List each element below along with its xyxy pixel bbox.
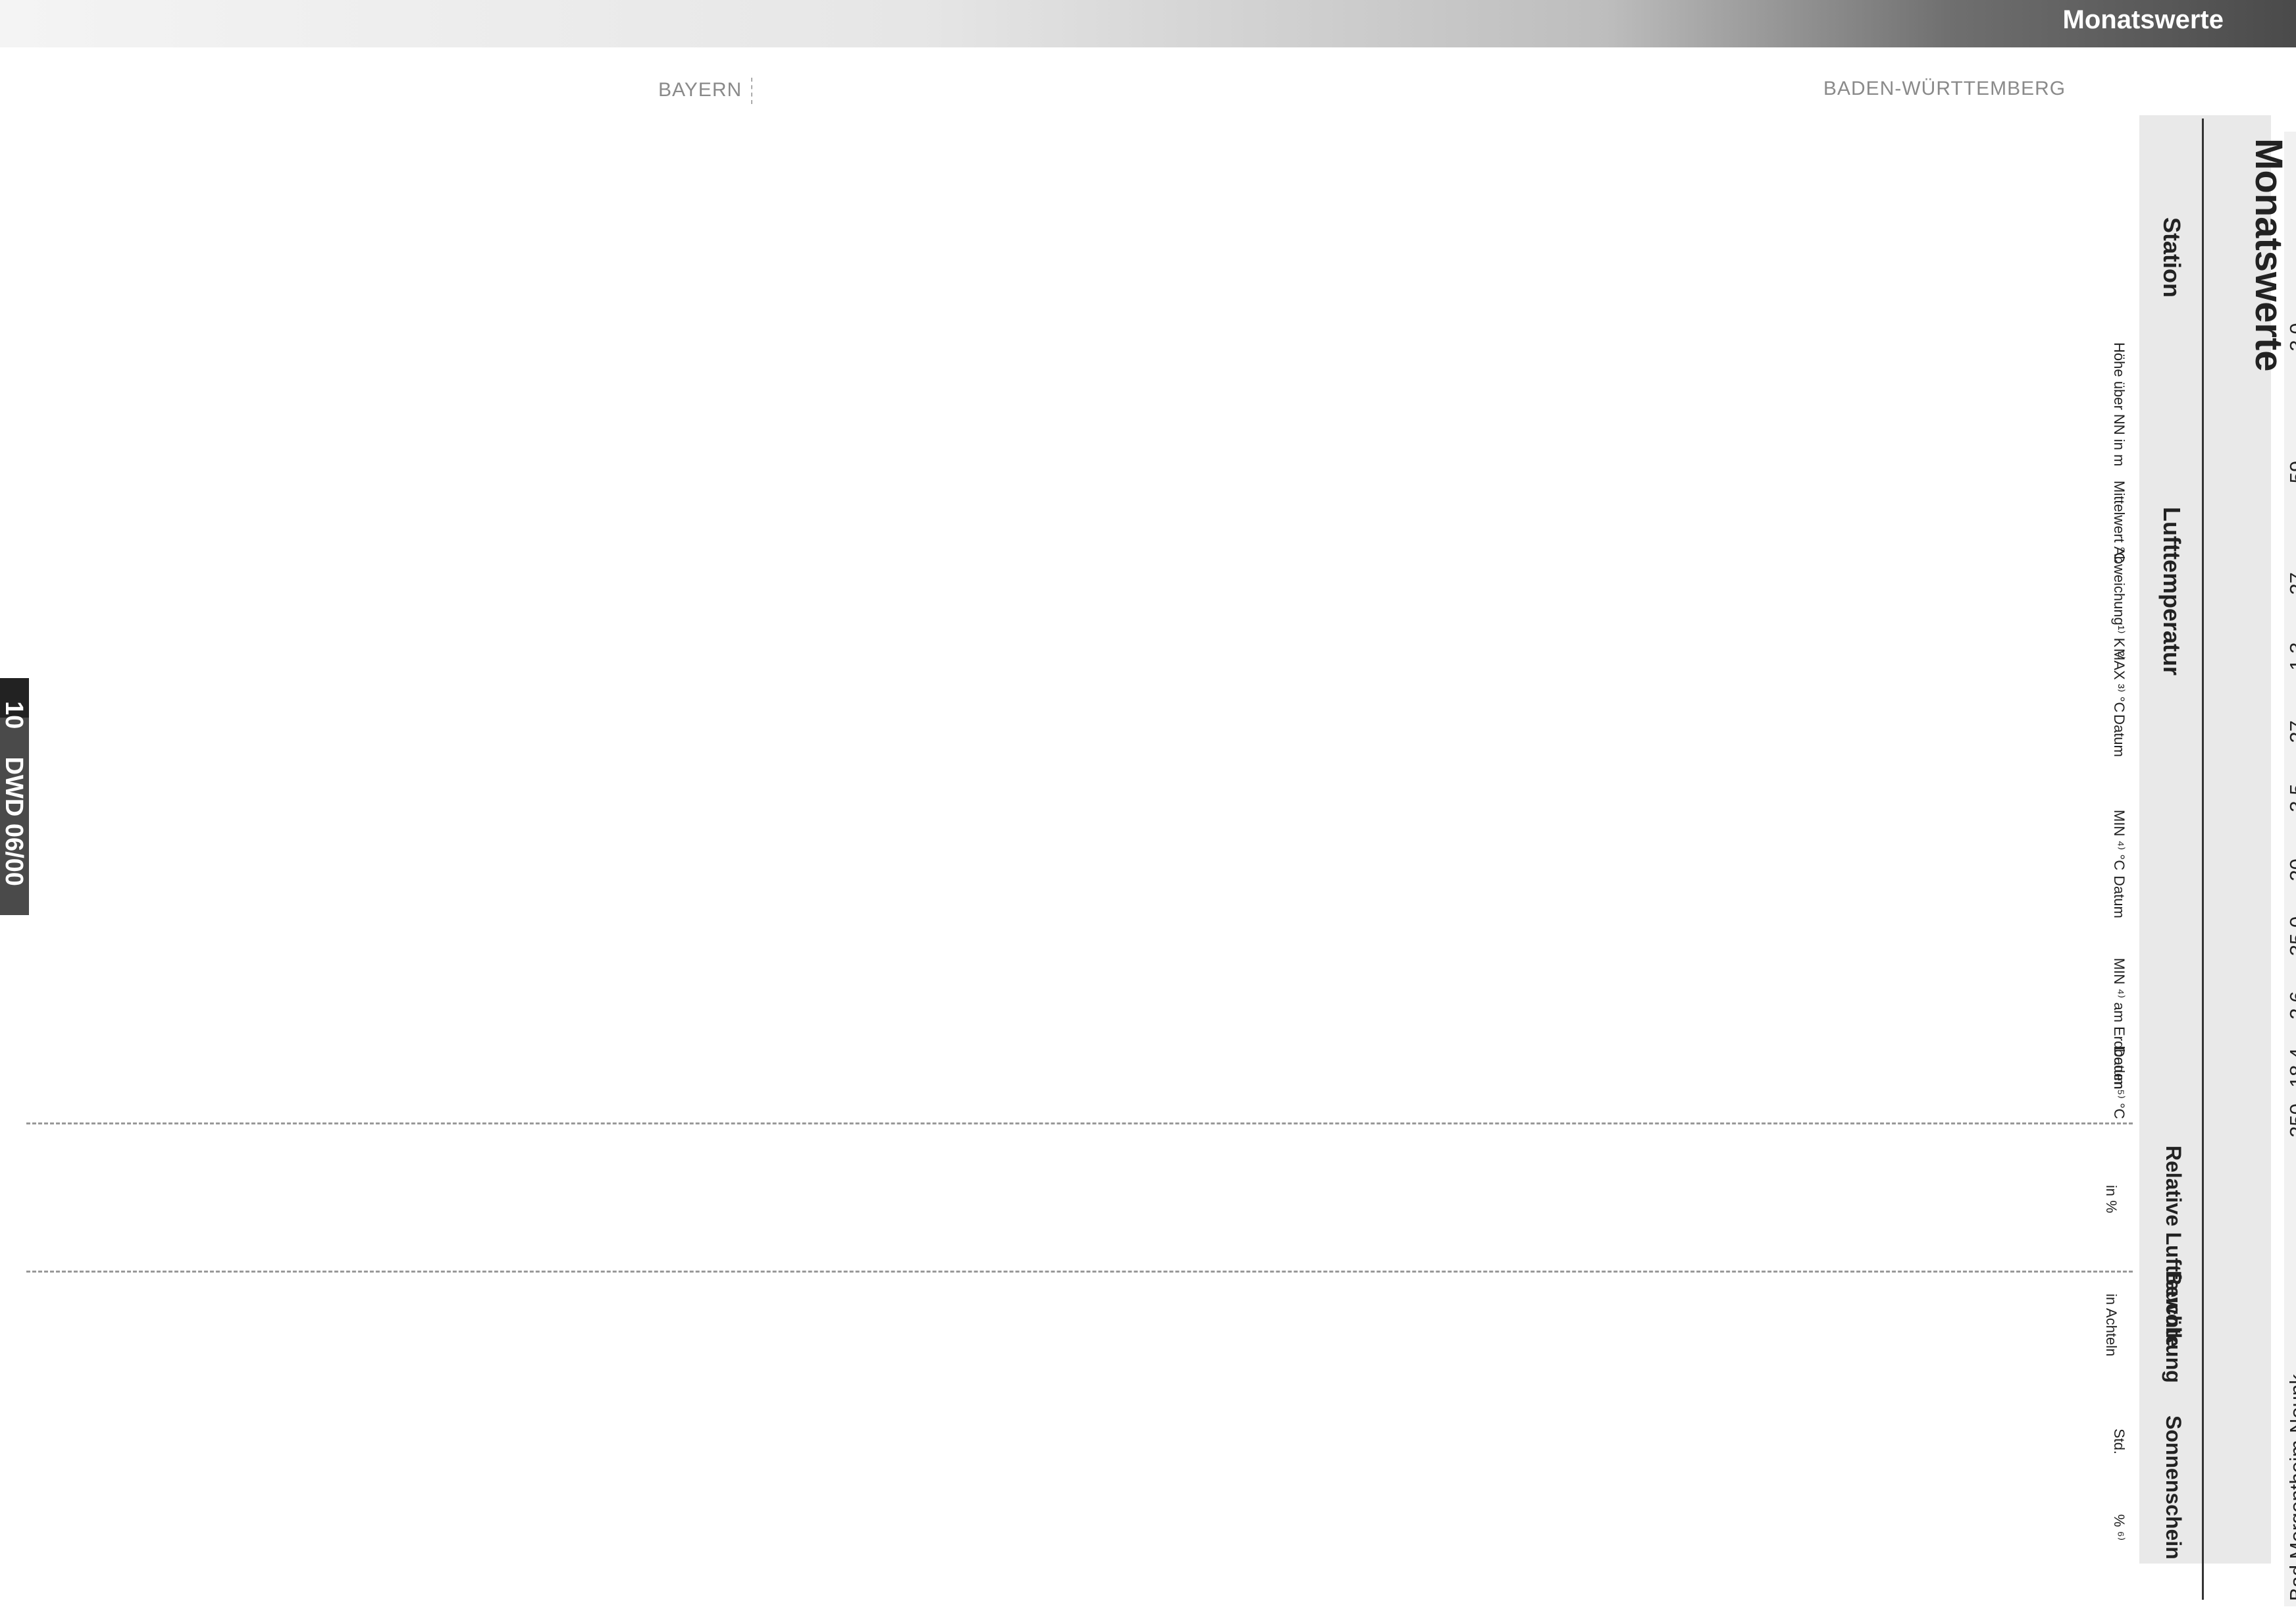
cell-station-name: Bad Mergentheim-Neunk.	[2285, 1368, 2296, 1601]
cell-hoehe: 250	[2285, 1103, 2296, 1138]
section-divider	[26, 1271, 2133, 1273]
page-number-box	[0, 678, 29, 718]
cell-max: 35.0	[2285, 916, 2296, 957]
cell-min: 3.5	[2285, 783, 2296, 812]
column-header-station: Station	[2158, 217, 2185, 298]
column-header-bewoelkung: Bewölkung	[2162, 1271, 2185, 1383]
footer-badge	[0, 678, 29, 915]
subheader-datum-min: Datum	[2111, 876, 2127, 918]
subheader-bew-unit: in Achteln	[2103, 1294, 2120, 1357]
page-divider	[2202, 119, 2204, 1600]
subheader-pct: % ⁶⁾	[2111, 1514, 2127, 1541]
subheader-abweichung: Abweichung¹⁾ K ²⁾	[2111, 546, 2127, 660]
cell-bewoelkung: 3.0	[2285, 323, 2296, 352]
cell-abweichung: 2.6	[2285, 991, 2296, 1020]
banner-label: Monatswerte	[2062, 5, 2224, 34]
page-number: 10	[0, 701, 28, 729]
region-label-bw: BADEN-WÜRTTEMBERG	[1823, 78, 2066, 99]
subheader-rel-unit: in %	[2103, 1185, 2120, 1213]
column-header-lufttemperatur: Lufttemperatur	[2158, 507, 2185, 676]
data-table: Bad Mergentheim-Neunk. 250 18.4 2.6 35.0 20. 3…	[2284, 132, 2296, 1606]
cell-min-boden: 1.3	[2285, 642, 2296, 671]
footer-issue: DWD 06/00	[0, 756, 28, 886]
top-banner: Monatswerte	[0, 0, 2296, 47]
table-header-area	[2139, 115, 2271, 1564]
subheader-datum-boden: Datum	[2111, 1047, 2127, 1090]
table-row: Bad Mergentheim-Neunk. 250 18.4 2.6 35.0 20. 3…	[2284, 132, 2296, 1606]
column-header-sonnenschein: Sonnenschein	[2162, 1415, 2185, 1560]
subheader-std: Std.	[2111, 1429, 2127, 1455]
subheader-datum-max: Datum	[2111, 714, 2127, 757]
footer-text: 10 DWD 06/00	[0, 701, 28, 886]
cell-datum-min: 27.	[2285, 714, 2296, 743]
cell-datum-max: 20.	[2285, 853, 2296, 882]
section-divider	[26, 1122, 2133, 1124]
cell-mittelwert: 18.4	[2285, 1047, 2296, 1088]
subheader-max: MAX ³⁾ °C	[2111, 648, 2127, 713]
cell-datum-boden: 27.	[2285, 566, 2296, 595]
subheader-hoehe: Höhe über NN in m	[2111, 342, 2127, 467]
subheader-min-erdboden: MIN ⁴⁾ am Erdboden⁵⁾ °C	[2111, 958, 2127, 1119]
cell-rel-feuchte: 59	[2285, 460, 2296, 484]
subheader-min: MIN ⁴⁾ °C	[2111, 810, 2127, 871]
region-label-by: BAYERN	[658, 78, 754, 104]
